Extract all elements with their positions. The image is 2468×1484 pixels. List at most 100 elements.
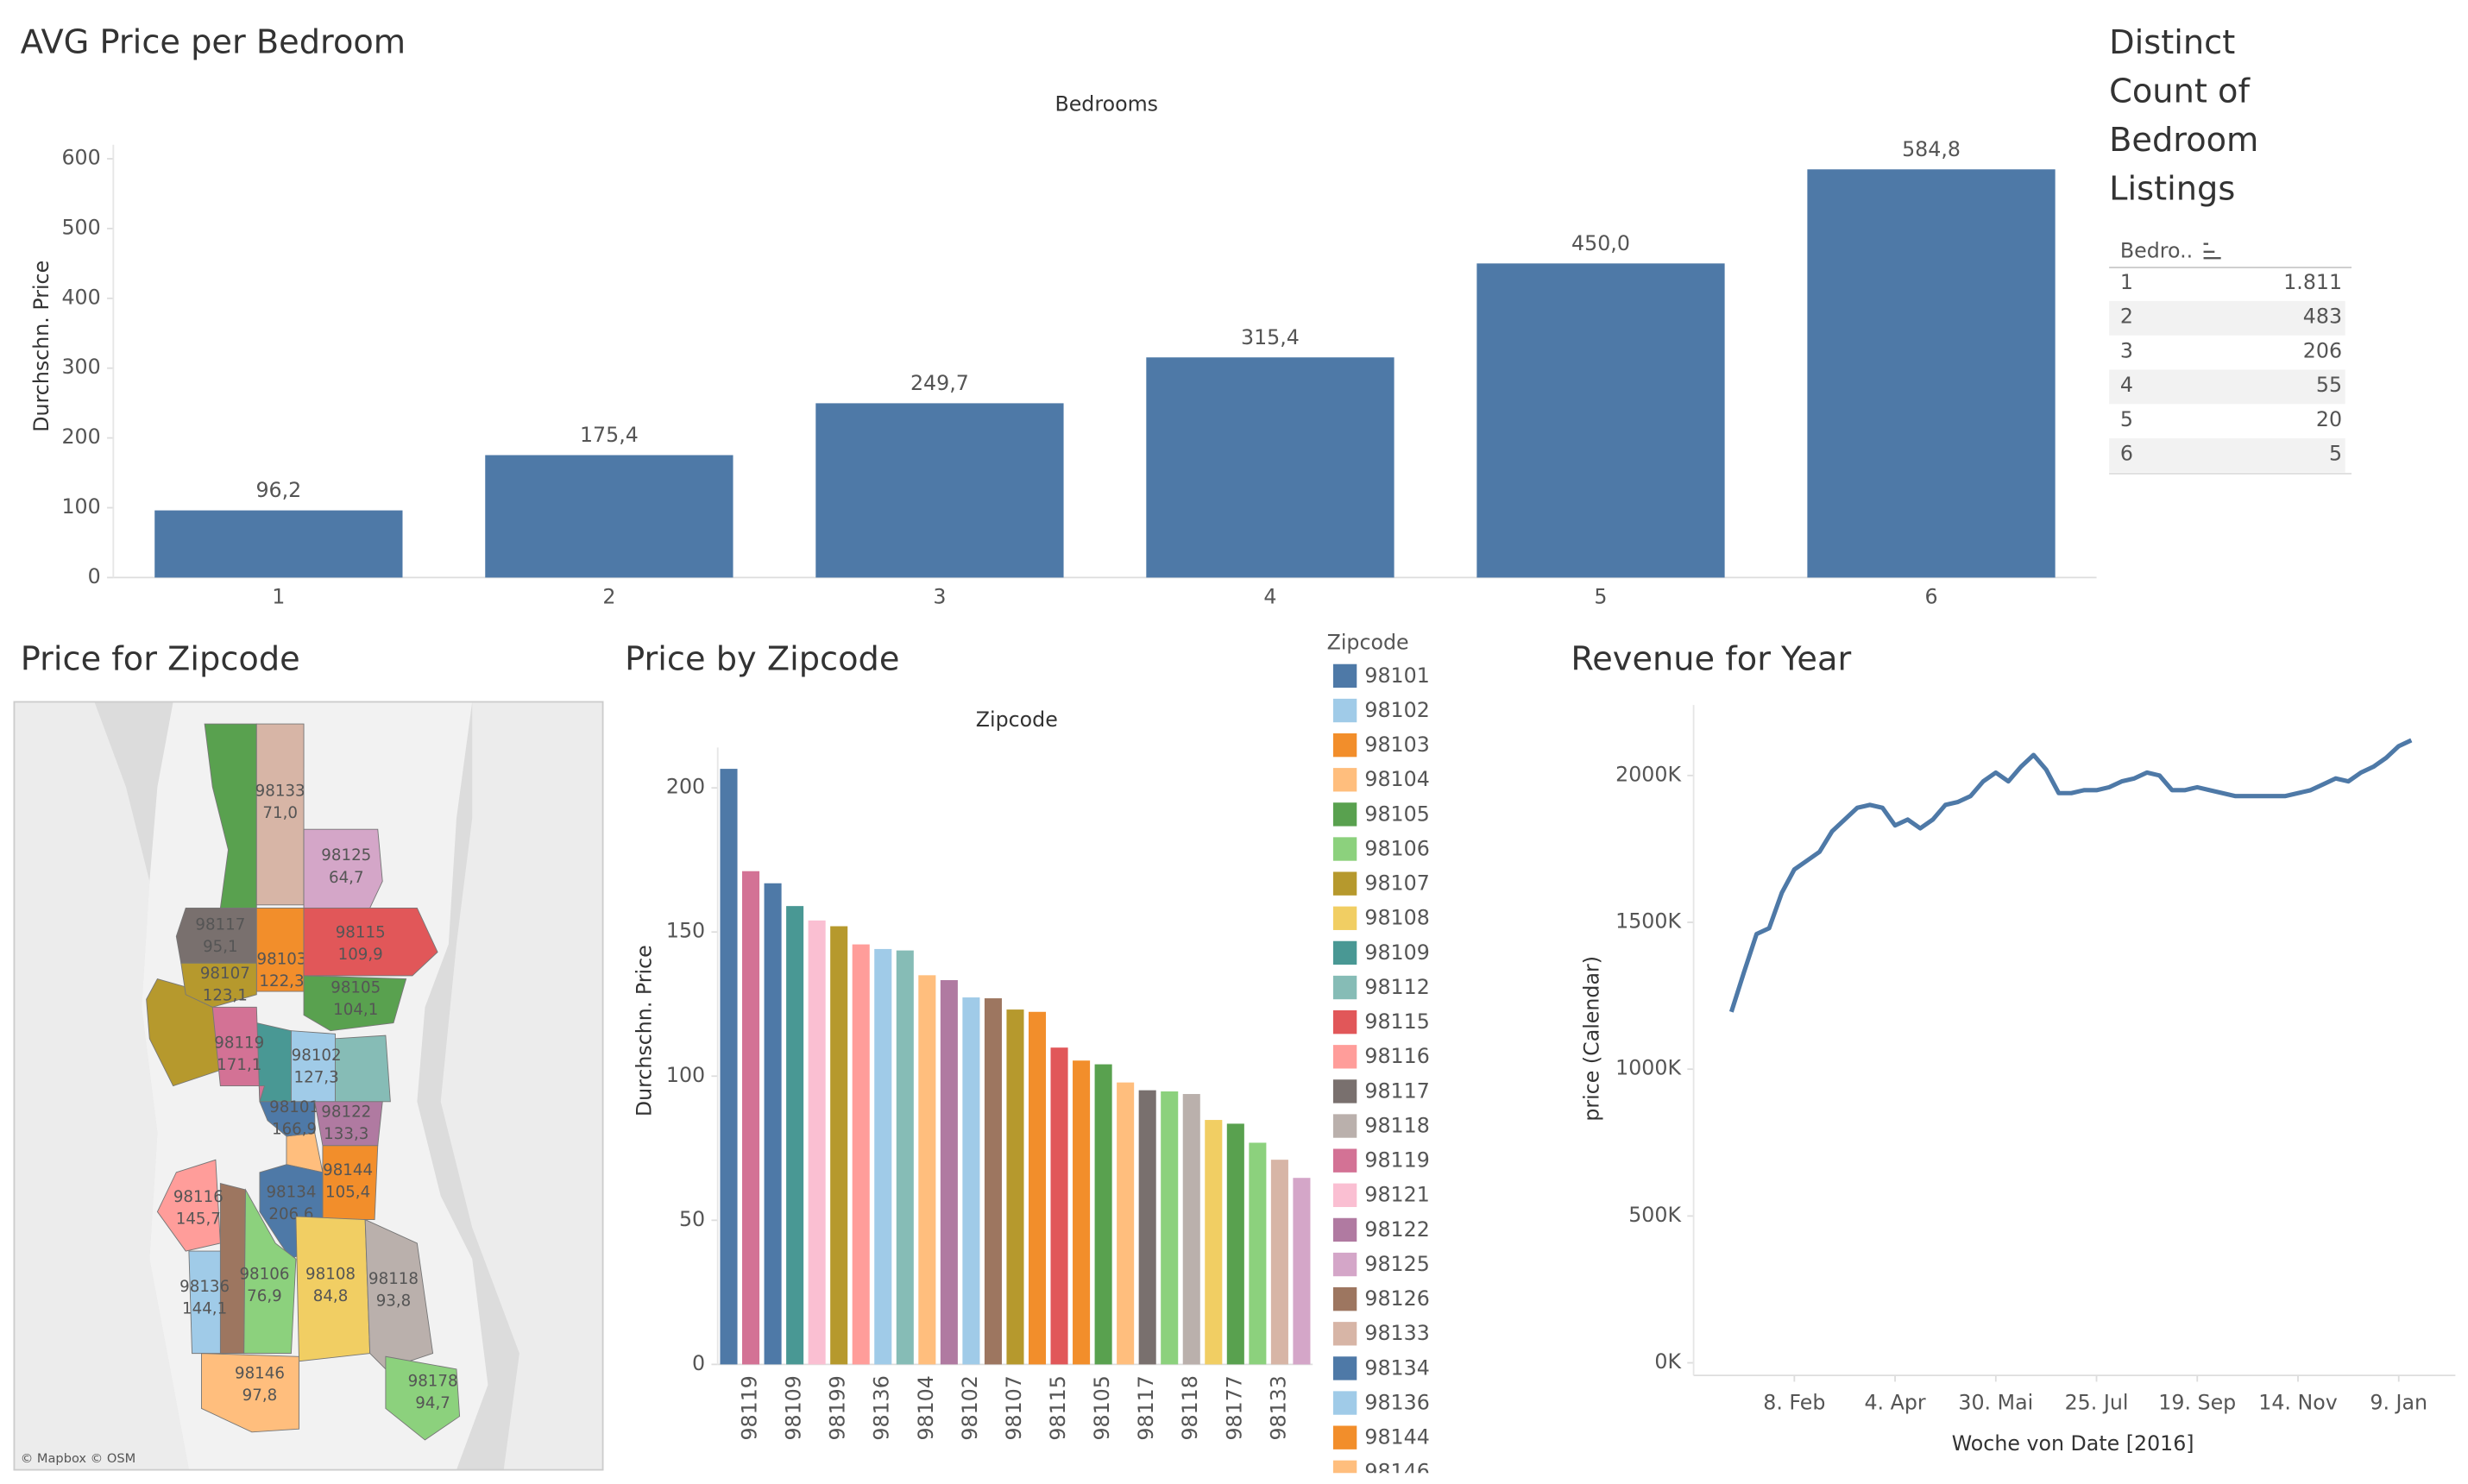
legend-label: 98117: [1364, 1078, 1429, 1103]
legend-swatch: [1332, 1148, 1357, 1173]
region-zip: 98116: [173, 1188, 224, 1206]
row-label: 6: [2120, 442, 2133, 466]
legend-label: 98101: [1364, 663, 1429, 688]
legend-swatch: [1332, 768, 1357, 792]
region-value: 104,1: [333, 1001, 378, 1019]
row-value: 5: [2329, 442, 2342, 466]
bar: [154, 510, 403, 578]
legend-label: 98102: [1364, 698, 1429, 722]
legend-swatch: [1332, 1217, 1357, 1242]
table-header: Bedro..: [2120, 238, 2193, 262]
bar: [742, 871, 760, 1365]
map-region: [335, 1034, 391, 1103]
legend-label: 98115: [1364, 1009, 1429, 1034]
bar: [1094, 1064, 1112, 1365]
x-tick-label: 8. Feb: [1763, 1390, 1825, 1414]
bar: [1249, 1142, 1267, 1365]
bar: [485, 455, 733, 578]
x-tick-label: 98118: [1178, 1375, 1202, 1440]
region-zip: 98105: [331, 978, 381, 997]
map-region: [211, 1006, 266, 1102]
region-zip: 98122: [321, 1104, 371, 1122]
legend-label: 98126: [1364, 1286, 1429, 1311]
region-value: 122,3: [259, 972, 304, 990]
region-zip: 98118: [368, 1270, 419, 1288]
map-region: [201, 1353, 300, 1433]
x-axis-title: Woche von Date [2016]: [1952, 1431, 2194, 1456]
region-zip: 98119: [214, 1034, 264, 1052]
bar: [1073, 1060, 1091, 1365]
legend-label: 98122: [1364, 1217, 1429, 1242]
row-bg: [2109, 300, 2345, 336]
x-tick-label: 3: [933, 585, 946, 609]
region-zip: 98136: [179, 1278, 230, 1296]
legend-swatch: [1332, 1356, 1357, 1380]
row-label: 4: [2120, 373, 2133, 397]
x-tick-label: 19. Sep: [2158, 1390, 2236, 1414]
row-value: 55: [2316, 373, 2342, 397]
legend-label: 98119: [1364, 1148, 1429, 1173]
x-tick-label: 98109: [782, 1375, 806, 1440]
x-tick-label: 2: [602, 585, 615, 609]
row-label: 5: [2120, 407, 2133, 431]
y-tick-label: 200: [61, 424, 100, 449]
table-title-box: Distinct Count of Bedroom Listings: [2109, 23, 2258, 207]
y-tick-label: 0: [88, 564, 101, 588]
bar: [1293, 1178, 1311, 1365]
row-label: 3: [2120, 338, 2133, 362]
y-tick-label: 400: [61, 285, 100, 309]
x-tick-label: 5: [1594, 585, 1607, 609]
region-value: 94,7: [415, 1394, 450, 1412]
y-axis-title: Durchschn. Price: [632, 945, 656, 1116]
legend-swatch: [1332, 733, 1357, 758]
bar: [874, 948, 892, 1365]
data-label: 96,2: [255, 478, 301, 502]
bar: [940, 980, 958, 1365]
chart-title: Price by Zipcode: [625, 640, 899, 679]
bar: [808, 920, 826, 1365]
region-zip: 98115: [336, 924, 386, 942]
region-value: 76,9: [247, 1287, 282, 1305]
x-tick-label: 6: [1924, 585, 1937, 609]
bar: [1270, 1160, 1288, 1365]
bar: [852, 944, 870, 1365]
region-zip: 98108: [305, 1265, 356, 1283]
row-value: 1.811: [2283, 270, 2342, 294]
bar: [896, 950, 914, 1365]
region-value: 109,9: [338, 946, 383, 964]
legend-swatch: [1332, 698, 1357, 723]
data-label: 315,4: [1241, 325, 1300, 349]
legend-label: 98106: [1364, 836, 1429, 860]
legend-swatch: [1332, 1425, 1357, 1449]
bar: [1028, 1011, 1047, 1365]
bar: [1161, 1091, 1179, 1365]
y-tick-label: 100: [666, 1063, 705, 1087]
region-value: 133,3: [324, 1125, 368, 1143]
map-region: [303, 975, 407, 1032]
map-land: [14, 701, 189, 1470]
bar: [1476, 263, 1725, 578]
region-value: 123,1: [203, 987, 248, 1005]
bar: [786, 906, 804, 1365]
x-axis-title: Zipcode: [976, 707, 1058, 732]
legend-label: 98134: [1364, 1355, 1429, 1380]
legend-swatch: [1332, 1287, 1357, 1311]
region-zip: 98102: [292, 1047, 342, 1065]
data-label: 249,7: [910, 371, 969, 395]
legend-label: 98121: [1364, 1183, 1429, 1207]
bar: [720, 769, 738, 1365]
region-value: 127,3: [294, 1068, 339, 1086]
row-label: 2: [2120, 305, 2133, 329]
region-zip: 98146: [235, 1364, 285, 1382]
x-tick-label: 98115: [1046, 1375, 1070, 1440]
x-tick-label: 98105: [1090, 1375, 1114, 1440]
region-zip: 98117: [195, 915, 245, 934]
x-axis-title: Bedrooms: [1055, 92, 1158, 116]
y-axis-title: Durchschn. Price: [29, 261, 54, 432]
bar: [1050, 1047, 1068, 1365]
legend-swatch: [1332, 906, 1357, 930]
bar: [1117, 1082, 1135, 1365]
region-value: 64,7: [329, 869, 364, 887]
x-tick-label: 30. Mai: [1958, 1390, 2033, 1414]
legend-swatch: [1332, 1183, 1357, 1207]
